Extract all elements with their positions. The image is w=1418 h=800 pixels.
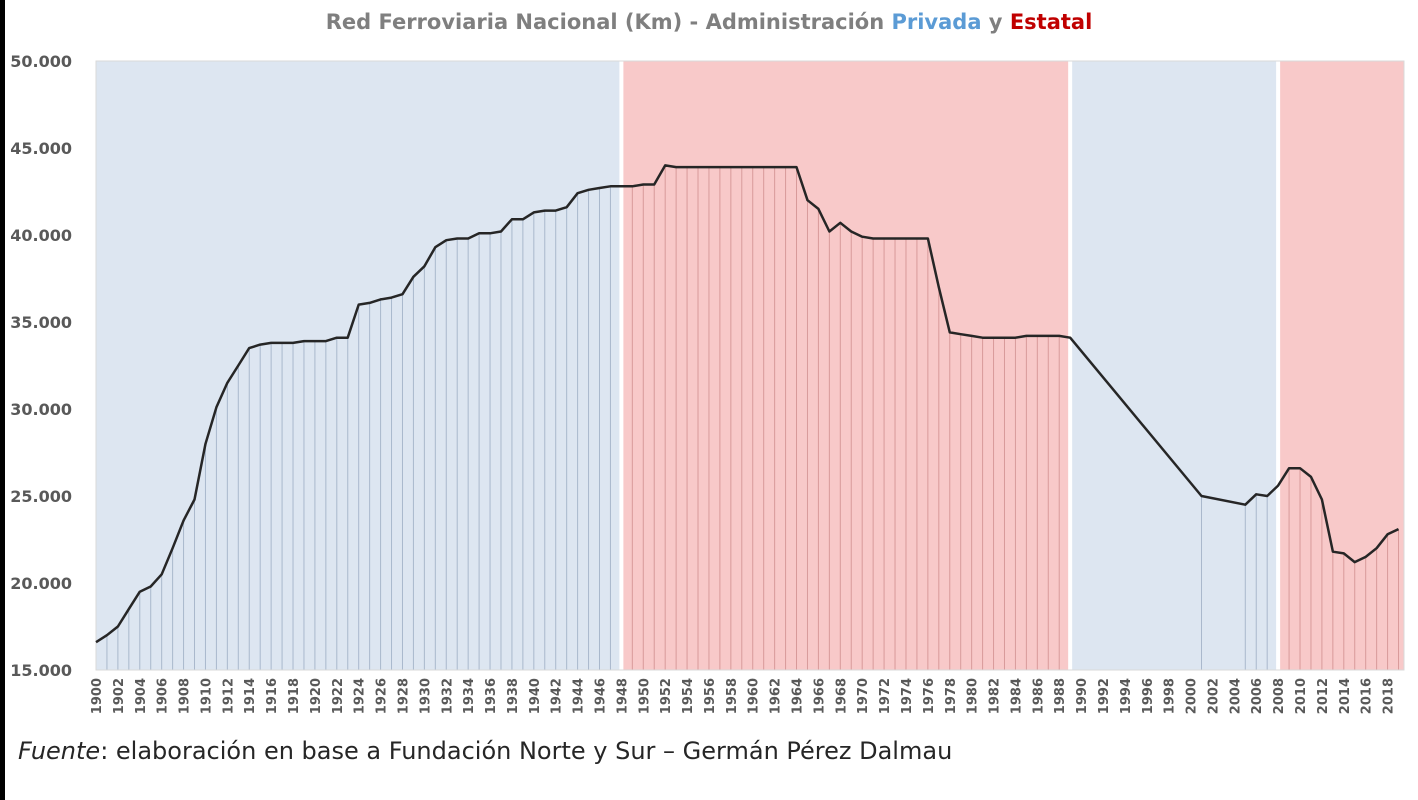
x-tick-label: 1988 [1053, 678, 1068, 714]
band-estatal-2008 [1278, 61, 1404, 670]
x-tick-label: 1968 [834, 678, 849, 714]
chart-title: Red Ferroviaria Nacional (Km) - Administ… [0, 10, 1418, 34]
x-tick-label: 1960 [747, 678, 762, 714]
x-tick-label: 1922 [331, 678, 346, 714]
x-tick-label: 1958 [725, 678, 740, 714]
x-tick-label: 1950 [637, 678, 652, 714]
x-tick-label: 1954 [681, 678, 696, 714]
y-tick-label: 35.000 [10, 313, 72, 332]
x-tick-label: 1924 [353, 678, 368, 714]
title-privada: Privada [891, 10, 982, 34]
x-tick-label: 1938 [506, 678, 521, 714]
x-tick-label: 1904 [134, 678, 149, 714]
y-tick-label: 15.000 [10, 661, 72, 680]
period-separators [619, 61, 1281, 670]
x-tick-label: 1990 [1075, 678, 1090, 714]
x-tick-label: 1920 [309, 678, 324, 714]
x-tick-label: 2002 [1206, 678, 1221, 714]
band-estatal-1948 [621, 61, 1071, 670]
x-tick-label: 1942 [550, 678, 565, 714]
x-tick-label: 1936 [484, 678, 499, 714]
x-tick-label: 1948 [615, 678, 630, 714]
y-axis: 15.000 20.000 25.000 30.000 35.000 40.000 45.0… [10, 52, 72, 680]
x-tick-label: 1956 [703, 678, 718, 714]
left-edge-bar [0, 0, 5, 800]
x-tick-label: 1980 [966, 678, 981, 714]
x-tick-label: 1900 [90, 678, 105, 714]
x-tick-label: 1978 [944, 678, 959, 714]
y-tick-label: 25.000 [10, 487, 72, 506]
x-tick-label: 1930 [418, 678, 433, 714]
x-tick-label: 1966 [812, 678, 827, 714]
x-tick-label: 1932 [440, 678, 455, 714]
plot-frame [95, 60, 1405, 671]
x-tick-label: 1974 [900, 678, 915, 714]
x-tick-label: 1972 [878, 678, 893, 714]
y-tick-label: 20.000 [10, 574, 72, 593]
x-tick-label: 1994 [1119, 678, 1134, 714]
x-tick-label: 1944 [572, 678, 587, 714]
x-tick-label: 1914 [243, 678, 258, 714]
x-tick-label: 2008 [1272, 678, 1287, 714]
title-prefix: Red Ferroviaria Nacional (Km) - Administ… [325, 10, 892, 34]
x-tick-label: 1918 [287, 678, 302, 714]
source-note: Fuente: elaboración en base a Fundación … [18, 737, 952, 765]
y-tick-label: 30.000 [10, 400, 72, 419]
x-tick-label: 1934 [462, 678, 477, 714]
title-conjunction: y [981, 10, 1010, 34]
x-tick-label: 1940 [528, 678, 543, 714]
x-tick-label: 2014 [1338, 678, 1353, 714]
x-tick-label: 1912 [221, 678, 236, 714]
x-tick-label: 1986 [1031, 678, 1046, 714]
x-tick-label: 1964 [791, 678, 806, 714]
x-tick-label: 1976 [922, 678, 937, 714]
x-tick-label: 1970 [856, 678, 871, 714]
x-tick-label: 1946 [593, 678, 608, 714]
y-tick-label: 40.000 [10, 226, 72, 245]
x-tick-label: 1982 [988, 678, 1003, 714]
band-privada-1989 [1070, 61, 1279, 670]
period-bands [96, 61, 1404, 670]
x-tick-label: 2000 [1185, 678, 1200, 714]
x-tick-label: 2004 [1228, 678, 1243, 714]
title-estatal: Estatal [1009, 10, 1093, 34]
source-label: Fuente [18, 737, 101, 765]
x-tick-label: 2016 [1360, 678, 1375, 714]
x-tick-label: 1996 [1141, 678, 1156, 714]
x-tick-label: 1926 [375, 678, 390, 714]
x-tick-label: 1992 [1097, 678, 1112, 714]
x-tick-label: 2018 [1382, 678, 1397, 714]
source-text: : elaboración en base a Fundación Norte … [100, 737, 953, 765]
x-tick-label: 1908 [178, 678, 193, 714]
x-tick-label: 2012 [1316, 678, 1331, 714]
x-tick-label: 2010 [1294, 678, 1309, 714]
x-tick-label: 1902 [112, 678, 127, 714]
x-axis: 1900 1902 1904 1906 1908 1910 1912 1914 1916 1918… [90, 678, 1397, 714]
x-tick-label: 1928 [396, 678, 411, 714]
x-tick-label: 1952 [659, 678, 674, 714]
y-tick-label: 50.000 [10, 52, 72, 71]
x-tick-label: 1984 [1009, 678, 1024, 714]
x-tick-label: 1962 [769, 678, 784, 714]
series-line [95, 164, 1400, 644]
x-tick-label: 1910 [199, 678, 214, 714]
x-tick-label: 1906 [156, 678, 171, 714]
x-tick-label: 1916 [265, 678, 280, 714]
railway-network-chart: 15.000 20.000 25.000 30.000 35.000 40.000 45.0… [10, 52, 1405, 714]
x-tick-label: 2006 [1250, 678, 1265, 714]
y-tick-label: 45.000 [10, 139, 72, 158]
x-tick-label: 1998 [1163, 678, 1178, 714]
